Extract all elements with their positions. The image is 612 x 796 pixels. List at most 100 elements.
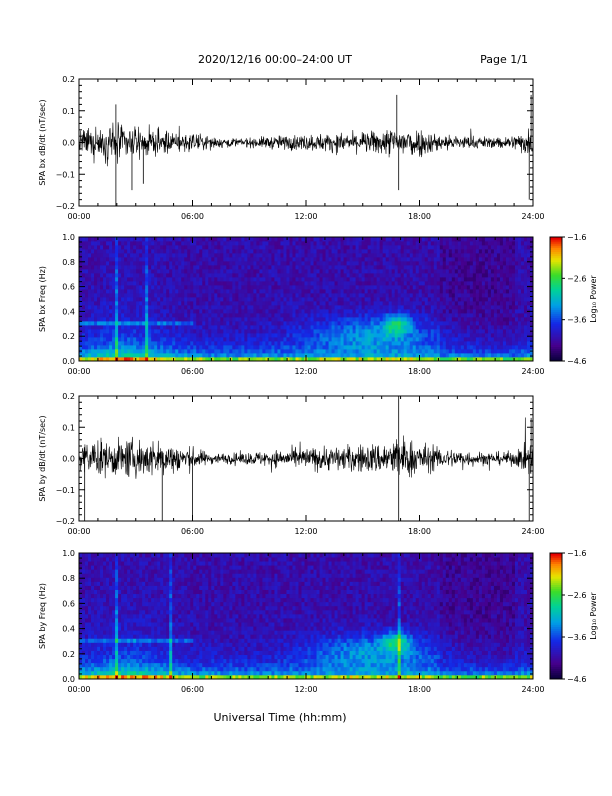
spectrogram-cell	[479, 333, 482, 337]
spectrogram-cell	[311, 333, 314, 337]
spectrogram-cell	[178, 301, 181, 305]
spectrogram-cell	[301, 309, 304, 313]
spectrogram-cell	[353, 345, 356, 349]
spectrogram-cell	[476, 241, 479, 245]
spectrogram-cell	[127, 241, 130, 245]
spectrogram-cell	[434, 273, 437, 277]
spectrogram-cell	[124, 277, 127, 281]
spectrogram-cell	[277, 261, 280, 265]
spectrogram-cell	[452, 293, 455, 297]
spectrogram-cell	[91, 321, 94, 325]
spectrogram-cell	[121, 249, 124, 253]
spectrogram-cell	[163, 345, 166, 349]
spectrogram-cell	[389, 353, 392, 357]
spectrogram-cell	[79, 353, 82, 357]
spectrogram-cell	[386, 305, 389, 309]
spectrogram-cell	[280, 313, 283, 317]
spectrogram-cell	[485, 273, 488, 277]
spectrogram-cell	[506, 325, 509, 329]
spectrogram-cell	[410, 293, 413, 297]
spectrogram-cell	[205, 337, 208, 341]
spectrogram-cell	[428, 305, 431, 309]
spectrogram-cell	[479, 305, 482, 309]
spectrogram-cell	[341, 325, 344, 329]
spectrogram-cell	[521, 289, 524, 293]
spectrogram-cell	[118, 245, 121, 249]
spectrogram-cell	[359, 337, 362, 341]
spectrogram-cell	[422, 321, 425, 325]
spectrogram-cell	[524, 317, 527, 321]
spectrogram-cell	[425, 317, 428, 321]
spectrogram-cell	[271, 337, 274, 341]
spectrogram-cell	[320, 345, 323, 349]
spectrogram-cell	[151, 257, 154, 261]
spectrogram-cell	[229, 309, 232, 313]
spectrogram-cell	[199, 289, 202, 293]
spectrogram-cell	[292, 349, 295, 353]
spectrogram-cell	[332, 277, 335, 281]
spectrogram-cell	[220, 297, 223, 301]
spectrogram-cell	[413, 353, 416, 357]
spectrogram-cell	[431, 285, 434, 289]
spectrogram-cell	[133, 297, 136, 301]
spectrogram-cell	[398, 317, 401, 321]
spectrogram-cell	[139, 273, 142, 277]
spectrogram-cell	[148, 321, 151, 325]
spectrogram-cell	[359, 325, 362, 329]
spectrogram-cell	[362, 257, 365, 261]
spectrogram-cell	[314, 345, 317, 349]
spectrogram-cell	[407, 317, 410, 321]
spectrogram-cell	[229, 317, 232, 321]
spectrogram-cell	[482, 265, 485, 269]
spectrogram-cell	[100, 301, 103, 305]
spectrogram-cell	[163, 349, 166, 353]
spectrogram-cell	[317, 313, 320, 317]
spectrogram-cell	[277, 353, 280, 357]
spectrogram-cell	[428, 313, 431, 317]
spectrogram-cell	[97, 265, 100, 269]
spectrogram-cell	[256, 341, 259, 345]
spectrogram-cell	[127, 353, 130, 357]
spectrogram-cell	[344, 245, 347, 249]
spectrogram-cell	[109, 325, 112, 329]
spectrogram-cell	[374, 245, 377, 249]
spectrogram-cell	[271, 333, 274, 337]
spectrogram-cell	[130, 333, 133, 337]
spectrogram-cell	[136, 345, 139, 349]
spectrogram-cell	[94, 341, 97, 345]
spectrogram-cell	[103, 257, 106, 261]
spectrogram-cell	[115, 269, 118, 273]
spectrogram-cell	[386, 253, 389, 257]
spectrogram-cell	[142, 321, 145, 325]
spectrogram-cell	[301, 249, 304, 253]
spectrogram-cell	[368, 345, 371, 349]
spectrogram-cell	[518, 257, 521, 261]
spectrogram-cell	[301, 353, 304, 357]
spectrogram-cell	[458, 309, 461, 313]
spectrogram-cell	[115, 313, 118, 317]
spectrogram-cell	[473, 313, 476, 317]
spectrogram-cell	[97, 261, 100, 265]
spectrogram-cell	[380, 269, 383, 273]
spectrogram-cell	[338, 325, 341, 329]
spectrogram-cell	[139, 337, 142, 341]
spectrogram-cell	[85, 297, 88, 301]
spectrogram-cell	[527, 269, 530, 273]
spectrogram-cell	[112, 313, 115, 317]
spectrogram-cell	[323, 277, 326, 281]
spectrogram-cell	[271, 249, 274, 253]
spectrogram-cell	[259, 321, 262, 325]
spectrogram-cell	[362, 249, 365, 253]
spectrogram-cell	[223, 329, 226, 333]
spectrogram-cell	[205, 329, 208, 333]
spectrogram-cell	[85, 269, 88, 273]
spectrogram-cell	[479, 249, 482, 253]
spectrogram-cell	[136, 289, 139, 293]
spectrogram-cell	[265, 253, 268, 257]
spectrogram-cell	[145, 269, 148, 273]
spectrogram-cell	[335, 289, 338, 293]
spectrogram-cell	[416, 313, 419, 317]
spectrogram-cell	[500, 261, 503, 265]
spectrogram-cell	[256, 241, 259, 245]
spectrogram-cell	[428, 257, 431, 261]
